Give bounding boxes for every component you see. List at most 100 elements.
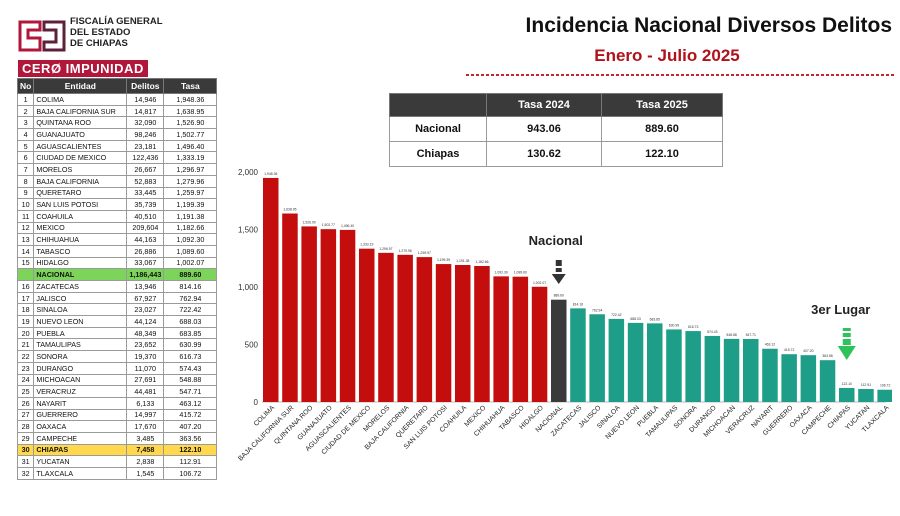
row-delitos: 44,124 [126, 315, 165, 328]
row-tasa: 1,638.95 [163, 104, 218, 118]
bar [685, 331, 701, 402]
bar-value-label: 1,092.30 [495, 270, 508, 274]
row-number: 14 [16, 244, 35, 258]
table-row: 18 SINALOA 23,027 722.42 [16, 303, 218, 317]
nacional-annotation: Nacional [529, 233, 583, 248]
row-entidad: TLAXCALA [33, 467, 128, 480]
bar [666, 329, 682, 402]
third-place-annotation: 3er Lugar [811, 302, 870, 317]
row-entidad: GUERRERO [33, 408, 128, 422]
bar [627, 322, 644, 402]
bar-value-label: 407.20 [803, 349, 813, 353]
row-number: 31 [16, 455, 35, 468]
row-delitos: 14,817 [126, 104, 165, 118]
arrow-stem [842, 339, 851, 345]
row-tasa: 683.85 [163, 326, 218, 340]
row-delitos: 33,067 [126, 256, 165, 270]
bar [877, 389, 892, 402]
row-delitos: 98,246 [126, 128, 165, 141]
header-no: No [16, 78, 35, 94]
row-tasa: 1,502.77 [163, 128, 218, 141]
table-row: 21 TAMAULIPAS 23,652 630.99 [16, 338, 218, 352]
row-delitos: 209,604 [126, 221, 165, 235]
row-number: 27 [16, 408, 35, 422]
bar [301, 226, 317, 402]
table-row: 4 GUANAJUATO 98,246 1,502.77 [16, 128, 218, 141]
table-row: 32 TLAXCALA 1,545 106.72 [16, 467, 218, 480]
row-tasa: 106.72 [163, 467, 218, 480]
row-number: 16 [16, 280, 35, 293]
row-delitos: 48,349 [126, 326, 165, 340]
bar-value-label: 814.16 [573, 302, 583, 306]
rate-label: Chiapas [389, 141, 487, 167]
rate-label: Nacional [389, 116, 487, 142]
header-tasa: Tasa [163, 78, 218, 94]
row-tasa: 363.56 [163, 431, 218, 445]
page-subtitle: Enero - Julio 2025 [594, 46, 740, 65]
table-row: 26 NAYARIT 6,133 463.12 [16, 396, 218, 410]
bar-value-label: 1,182.66 [475, 260, 488, 264]
rate-header-blank [389, 93, 487, 117]
row-entidad: COLIMA [33, 93, 128, 106]
bar-value-label: 1,296.97 [379, 247, 392, 251]
row-tasa: 1,496.40 [163, 139, 218, 153]
row-entidad: HIDALGO [33, 256, 128, 270]
table-row: 13 CHIHUAHUA 44,163 1,092.30 [16, 233, 218, 246]
bar-value-label: 688.03 [630, 317, 640, 321]
row-delitos: 13,946 [126, 280, 165, 293]
row-delitos: 2,838 [126, 455, 165, 468]
row-number: 15 [16, 256, 35, 270]
org-line-2: DEL ESTADO [70, 27, 131, 38]
row-tasa: 762.94 [163, 291, 218, 305]
row-tasa: 1,199.39 [163, 198, 218, 211]
bar-value-label: 574.43 [707, 330, 717, 334]
bar-value-label: 106.72 [880, 384, 890, 388]
row-delitos: 26,886 [126, 244, 165, 258]
rate-row-chiapas: Chiapas 130.62 122.10 [389, 141, 723, 167]
page-title: Incidencia Nacional Diversos Delitos [525, 14, 892, 37]
row-delitos: 44,163 [126, 233, 165, 246]
bar [320, 229, 337, 402]
row-number: 3 [16, 116, 35, 130]
table-row: 27 GUERRERO 14,997 415.72 [16, 408, 218, 422]
bar [762, 348, 778, 402]
row-number: 10 [16, 198, 35, 211]
bar [589, 314, 605, 402]
row-entidad: TAMAULIPAS [33, 338, 128, 352]
row-tasa: 616.73 [163, 350, 218, 363]
bar [723, 338, 740, 402]
bar-value-label: 889.60 [554, 294, 564, 298]
row-entidad: VERACRUZ [33, 385, 128, 398]
bar-value-label: 1,279.96 [399, 249, 412, 253]
bar-value-label: 548.88 [726, 333, 736, 337]
table-row: 30 CHIAPAS 7,458 122.10 [16, 443, 218, 457]
row-number: 22 [16, 350, 35, 363]
bar [435, 264, 452, 402]
bar-value-label: 1,089.60 [514, 271, 527, 275]
bar-value-label: 616.73 [688, 325, 698, 329]
row-number: 26 [16, 396, 35, 410]
rate-2024-value: 130.62 [486, 141, 602, 167]
row-entidad: AGUASCALIENTES [33, 139, 128, 153]
row-tasa: 722.42 [163, 303, 218, 317]
third-place-arrow-icon [837, 346, 856, 360]
bar [416, 257, 433, 402]
table-row: 7 MORELOS 26,667 1,296.97 [16, 163, 218, 176]
row-delitos: 3,485 [126, 431, 165, 445]
row-number: 7 [16, 163, 35, 176]
row-number [16, 268, 35, 281]
table-row: 12 MEXICO 209,604 1,182.66 [16, 221, 218, 235]
bar-value-label: 547.71 [746, 333, 756, 337]
table-row: NACIONAL 1,186,443 889.60 [16, 268, 218, 281]
bar [493, 276, 509, 402]
row-tasa: 1,948.36 [163, 93, 218, 106]
row-entidad: CAMPECHE [33, 431, 128, 445]
bar-value-label: 683.85 [650, 317, 660, 321]
bar [781, 354, 797, 402]
row-delitos: 27,691 [126, 373, 165, 387]
row-number: 23 [16, 361, 35, 375]
row-delitos: 17,670 [126, 420, 165, 433]
row-number: 17 [16, 291, 35, 305]
decorative-divider [466, 74, 894, 76]
row-delitos: 40,510 [126, 209, 165, 223]
